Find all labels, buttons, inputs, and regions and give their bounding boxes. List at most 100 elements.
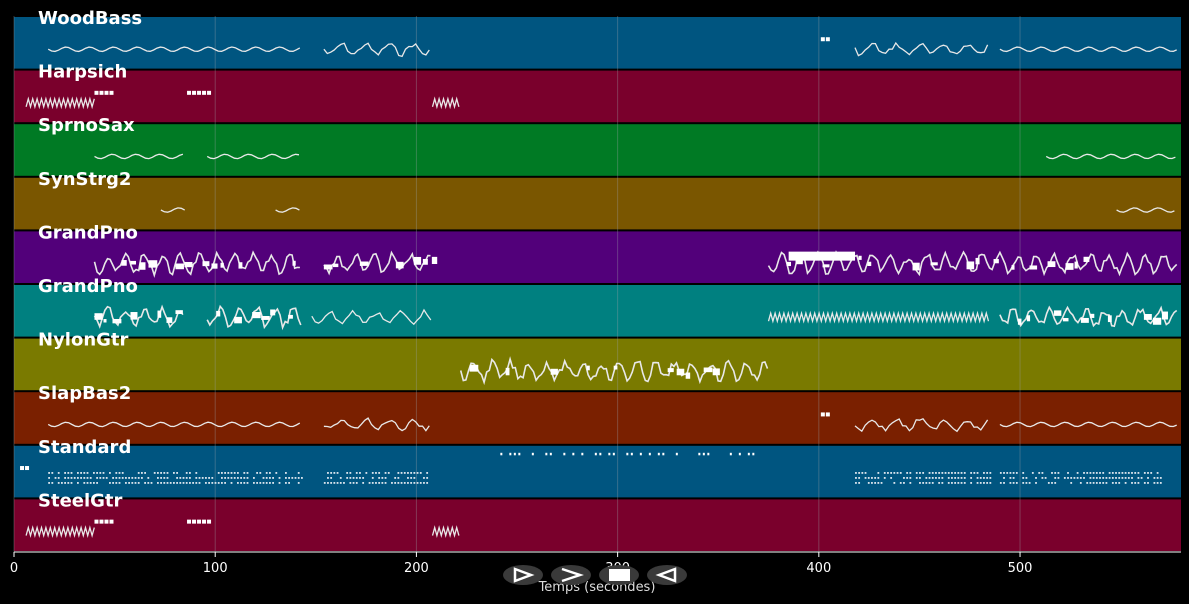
notes-9-1 xyxy=(104,519,109,524)
notes-8-4 xyxy=(960,472,963,474)
notes-8-1 xyxy=(163,482,166,484)
notes-8-2 xyxy=(391,482,393,484)
track-band-5[interactable] xyxy=(14,285,1181,337)
notes-6-0-chord xyxy=(550,368,558,375)
notes-8-4 xyxy=(979,482,982,484)
notes-4-0 xyxy=(93,250,300,278)
notes-8-5 xyxy=(1089,472,1092,474)
notes-8-5 xyxy=(1009,472,1012,474)
notes-8-1 xyxy=(237,472,239,474)
notes-8-2 xyxy=(327,477,329,479)
notes-5-1-chord xyxy=(216,310,221,317)
notes-8-5 xyxy=(1124,477,1127,479)
track-band-4[interactable] xyxy=(14,231,1181,283)
notes-8-3 xyxy=(639,452,642,456)
notes-8-1 xyxy=(160,477,163,479)
notes-1-2 xyxy=(202,90,207,95)
track-band-8[interactable] xyxy=(14,445,1181,498)
notes-8-4 xyxy=(989,477,992,479)
notes-8-5 xyxy=(1089,477,1092,479)
notes-8-1 xyxy=(141,472,143,474)
notes-8-2 xyxy=(359,472,361,474)
notes-8-5 xyxy=(1099,482,1101,484)
notes-8-2 xyxy=(407,477,409,479)
notes-8-4 xyxy=(890,477,893,479)
notes-8-5 xyxy=(1115,472,1117,474)
notes-8-1 xyxy=(195,472,198,474)
notes-8-4 xyxy=(909,482,912,484)
notes-1-2 xyxy=(207,90,212,95)
notes-8-4 xyxy=(858,482,861,484)
notes-8-1 xyxy=(86,472,89,474)
notes-9-1 xyxy=(99,519,104,524)
notes-8-4 xyxy=(947,472,950,474)
notes-8-5 xyxy=(1015,482,1018,484)
notes-8-5 xyxy=(1035,482,1037,484)
notes-8-1 xyxy=(253,482,255,484)
notes-8-4 xyxy=(989,482,992,484)
notes-8-5 xyxy=(1095,482,1098,484)
notes-8-5 xyxy=(1038,472,1041,474)
notes-8-5 xyxy=(1067,477,1069,479)
track-band-7[interactable] xyxy=(14,392,1181,444)
notes-8-5 xyxy=(1108,477,1111,479)
notes-8-1 xyxy=(198,482,201,484)
play-button[interactable] xyxy=(503,565,543,585)
notes-8-4 xyxy=(947,482,950,484)
notes-8-4 xyxy=(935,472,937,474)
notes-5-4-chord xyxy=(1089,313,1095,318)
track-notes-5 xyxy=(93,304,1178,331)
stop-button[interactable] xyxy=(599,565,639,585)
notes-8-1 xyxy=(208,482,211,484)
notes-8-4 xyxy=(867,477,870,479)
notes-8-2 xyxy=(371,482,374,484)
notes-8-1 xyxy=(134,477,137,479)
notes-8-2 xyxy=(352,477,355,479)
notes-8-3 xyxy=(747,452,750,456)
track-label-7: SlapBas2 xyxy=(38,383,131,404)
notes-8-2 xyxy=(423,482,425,484)
notes-8-4 xyxy=(941,472,944,474)
track-band-9[interactable] xyxy=(14,499,1181,551)
notes-8-1 xyxy=(112,482,115,484)
notes-1-2 xyxy=(197,90,202,95)
notes-4-2-chord xyxy=(912,262,920,271)
notes-8-2 xyxy=(400,482,403,484)
notes-8-4 xyxy=(979,477,982,479)
notes-0-3 xyxy=(854,41,989,57)
track-band-0[interactable] xyxy=(14,17,1181,69)
notes-8-1 xyxy=(166,472,169,474)
notes-7-4 xyxy=(999,421,1177,428)
notes-8-2 xyxy=(403,482,406,484)
notes-8-5 xyxy=(1022,472,1025,474)
notes-8-1 xyxy=(294,477,297,479)
notes-8-4 xyxy=(986,482,989,484)
notes-8-4 xyxy=(954,482,957,484)
notes-8-3 xyxy=(500,452,503,456)
track-band-3[interactable] xyxy=(14,177,1181,230)
notes-8-1 xyxy=(198,477,201,479)
notes-8-3 xyxy=(657,452,660,456)
notes-8-5 xyxy=(1022,477,1025,479)
notes-8-5 xyxy=(1131,477,1133,479)
track-band-6[interactable] xyxy=(14,338,1181,391)
forward-button[interactable] xyxy=(551,565,591,585)
track-label-9: SteelGtr xyxy=(38,490,123,511)
rewind-button[interactable] xyxy=(647,565,687,585)
notes-8-1 xyxy=(233,472,236,474)
notes-8-1 xyxy=(201,477,204,479)
notes-8-1 xyxy=(118,482,121,484)
track-band-2[interactable] xyxy=(14,124,1181,176)
notes-4-2-chord xyxy=(930,262,938,266)
notes-8-1 xyxy=(265,482,268,484)
notes-8-5 xyxy=(1156,482,1159,484)
track-band-1[interactable] xyxy=(14,70,1181,123)
notes-4-2-chord xyxy=(993,259,999,264)
notes-5-4-chord xyxy=(1107,315,1112,323)
notes-8-4 xyxy=(928,482,931,484)
track-label-2: SprnoSax xyxy=(38,115,135,136)
notes-8-5 xyxy=(1051,482,1053,484)
notes-8-1 xyxy=(121,477,124,479)
notes-4-2-chord xyxy=(858,255,862,260)
notes-8-3 xyxy=(518,452,521,456)
